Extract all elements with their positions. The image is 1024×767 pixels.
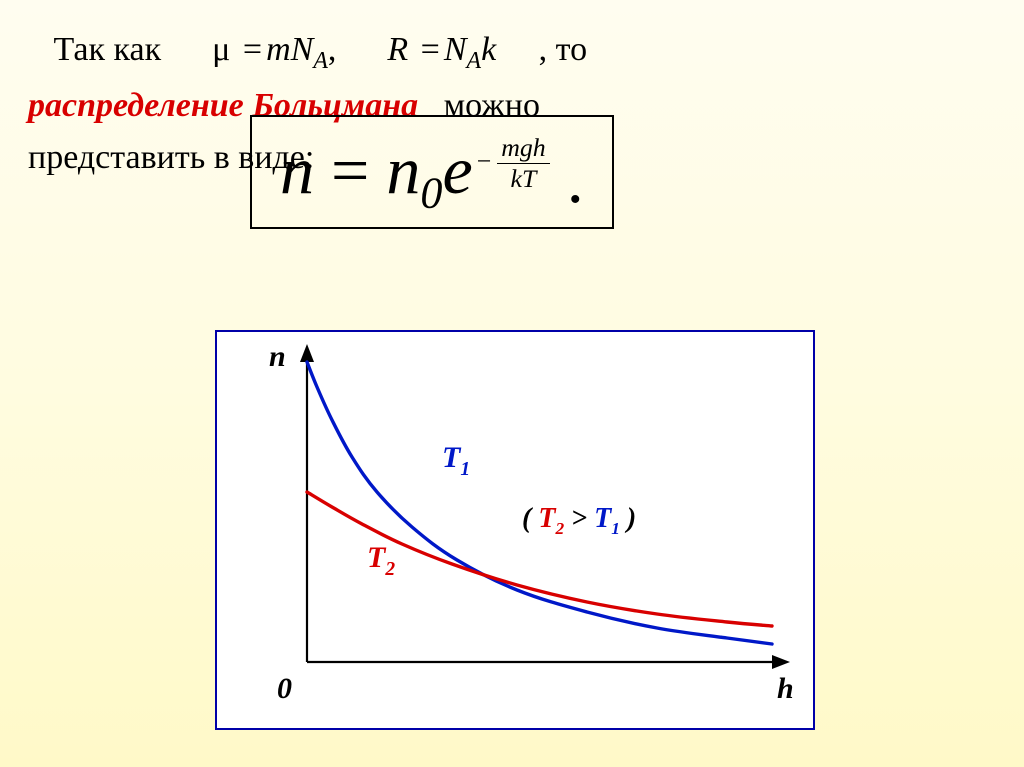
boltzmann-formula: n = n0e−mghkT .	[280, 131, 584, 219]
svg-text:h: h	[777, 672, 794, 705]
intro-suffix: , то	[539, 31, 587, 68]
inline-formula-mu: μ =mNA, R =NAk	[212, 31, 505, 68]
svg-text:( T2 > T1 ): ( T2 > T1 )	[522, 503, 636, 538]
svg-text:0: 0	[277, 672, 292, 705]
formula-box: n = n0e−mghkT .	[250, 115, 614, 229]
svg-text:n: n	[269, 340, 286, 373]
distribution-chart: T1 T2 n h 0 ( T2 > T1 )	[215, 330, 815, 730]
intro-prefix: Так как	[54, 31, 162, 68]
svg-text:T1: T1	[442, 441, 470, 480]
svg-text:T2: T2	[367, 541, 395, 580]
